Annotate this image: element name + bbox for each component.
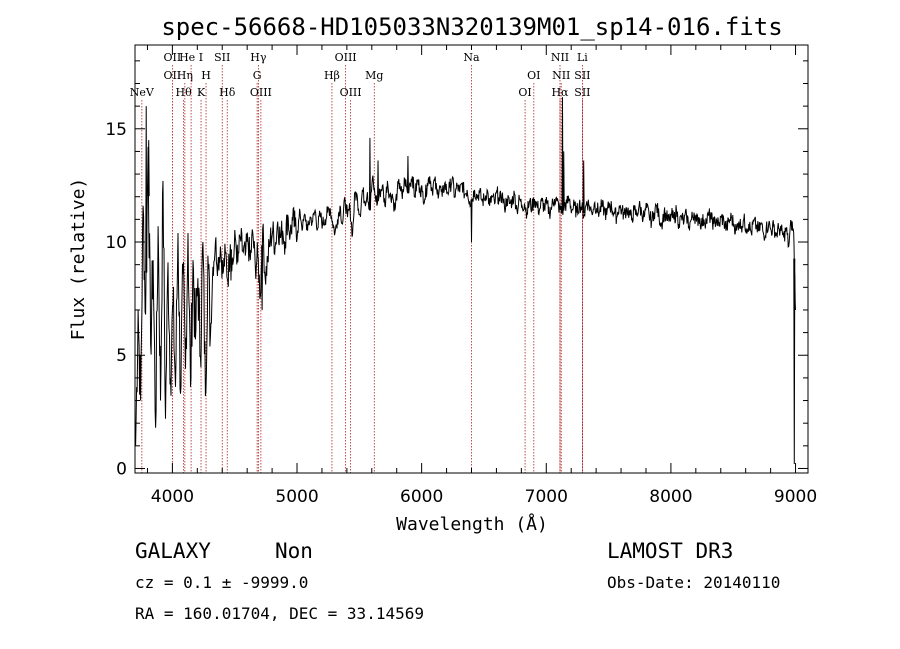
line-label: Hβ: [324, 69, 340, 82]
flux-spike-9: [562, 151, 565, 208]
line-label: NII: [551, 51, 569, 64]
line-label: SII: [574, 69, 590, 82]
x-tick-label: 7000: [525, 487, 568, 507]
y-axis-label: Flux (relative): [68, 178, 89, 341]
x-tick-label: 6000: [400, 487, 443, 507]
y-axis-ticks: 0 5 10 15: [105, 60, 808, 479]
x-axis-ticks: 4000 5000 6000 7000 8000 9000: [146, 45, 817, 507]
line-label: Hδ: [219, 86, 236, 99]
flux-spike-2: [229, 249, 232, 281]
plot-frame: [134, 44, 809, 474]
y-tick-label: 10: [105, 233, 127, 253]
line-label: NeV: [130, 86, 155, 99]
flux-spike-8: [561, 97, 564, 211]
flux-spike-10: [582, 160, 585, 214]
line-label: Hγ: [250, 51, 267, 64]
line-label: OII: [164, 51, 182, 64]
line-label: He I: [179, 51, 203, 64]
flux-series: [135, 97, 796, 464]
object-subclass: Non: [275, 539, 313, 563]
flux-spike-5: [377, 160, 380, 201]
flux-spike-7: [470, 199, 473, 243]
y-tick-label: 15: [105, 120, 127, 140]
line-label: H: [201, 69, 211, 82]
flux-spike-1: [147, 140, 150, 197]
x-tick-label: 9000: [774, 487, 817, 507]
x-tick-label: 8000: [649, 487, 692, 507]
y-tick-label: 5: [116, 346, 127, 366]
line-label: OIII: [335, 51, 357, 64]
line-label: Mg: [365, 69, 383, 82]
line-label: Li: [577, 51, 588, 64]
spectrum-chart: spec-56668-HD105033N320139M01_sp14-016.f…: [68, 13, 817, 535]
flux-spike-11: [793, 258, 796, 464]
flux-spike-6: [406, 155, 409, 190]
line-label: Hθ: [175, 86, 192, 99]
line-label: Na: [463, 51, 480, 64]
line-label: SII: [574, 86, 590, 99]
flux-spike-0: [145, 106, 148, 273]
survey-label: LAMOST DR3: [607, 539, 734, 563]
line-label: OIII: [250, 86, 272, 99]
chart-title: spec-56668-HD105033N320139M01_sp14-016.f…: [161, 13, 782, 41]
line-label: Hη: [177, 69, 193, 82]
x-axis-label: Wavelength (Å): [396, 513, 548, 535]
y-tick-label: 0: [116, 459, 127, 479]
line-label: Hα: [551, 86, 569, 99]
line-label: SII: [214, 51, 230, 64]
line-label: OII: [164, 69, 182, 82]
line-label: OIII: [340, 86, 362, 99]
x-tick-label: 5000: [275, 487, 318, 507]
flux-spike-4: [368, 137, 371, 211]
x-tick-label: 4000: [151, 487, 194, 507]
flux-spike-3: [261, 245, 264, 310]
line-label: OI: [527, 69, 540, 82]
coordinates-line: RA = 160.01704, DEC = 33.14569: [135, 604, 424, 623]
object-class: GALAXY: [135, 539, 211, 563]
line-label: K: [197, 86, 206, 99]
redshift-line: cz = 0.1 ± -9999.0: [135, 573, 309, 592]
line-label: NII: [552, 69, 570, 82]
line-label: OI: [518, 86, 531, 99]
line-label: G: [253, 69, 262, 82]
obs-date: Obs-Date: 20140110: [607, 573, 781, 592]
flux-line: [135, 146, 796, 446]
